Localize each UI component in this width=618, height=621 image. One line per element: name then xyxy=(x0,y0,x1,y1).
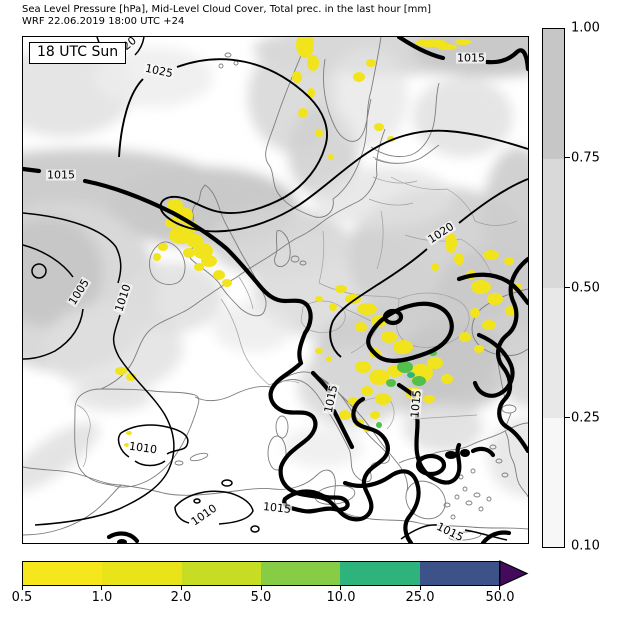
colorbar-tick-label: 25.0 xyxy=(405,590,435,605)
contour-label: 1015 xyxy=(261,500,293,516)
cloud-colorbar-segment xyxy=(543,158,564,288)
colorbar-tick xyxy=(261,586,263,590)
colorbar-tick-label: 50.0 xyxy=(485,590,515,605)
colorbar-tick-label: 0.10 xyxy=(571,538,600,554)
colorbar-tick-label: 2.0 xyxy=(170,590,192,605)
cloud-colorbar-segment xyxy=(543,288,564,418)
europe-map-canvas xyxy=(23,37,528,543)
colorbar-tick xyxy=(181,586,183,590)
isobar-layer xyxy=(23,37,528,543)
colorbar-overflow-arrow xyxy=(499,560,529,587)
colorbar-tick xyxy=(340,586,342,590)
coastline-layer xyxy=(23,37,528,541)
precip-colorbar-segment xyxy=(340,562,420,585)
precip-colorbar-segment xyxy=(419,562,499,585)
colorbar-tick-label: 0.25 xyxy=(571,410,600,426)
colorbar-tick xyxy=(420,586,422,590)
colorbar-tick-label: 0.50 xyxy=(571,280,600,296)
precip-colorbar-segment xyxy=(102,562,182,585)
colorbar-tick xyxy=(499,586,501,590)
colorbar-tick-label: 1.0 xyxy=(91,590,113,605)
model-run-subtitle: WRF 22.06.2019 18:00 UTC +24 xyxy=(22,16,185,27)
cloud-colorbar-segment xyxy=(543,417,564,547)
colorbar-tick-label: 10.0 xyxy=(326,590,356,605)
colorbar-tick-label: 0.75 xyxy=(571,150,600,166)
contour-label: 1015 xyxy=(46,168,76,182)
precip-colorbar-segment xyxy=(181,562,261,585)
colorbar-tick xyxy=(565,417,570,419)
contour-label: 1015 xyxy=(456,51,486,65)
precip-colorbar-segment xyxy=(260,562,341,585)
colorbar-tick-label: 1.00 xyxy=(571,20,600,36)
page-title: Sea Level Pressure [hPa], Mid-Level Clou… xyxy=(22,4,432,15)
colorbar-tick-label: 5.0 xyxy=(250,590,272,605)
colorbar-tick xyxy=(565,157,570,159)
colorbar-tick xyxy=(22,586,24,590)
cloud-colorbar-segment xyxy=(543,29,564,159)
valid-time-label: 18 UTC Sun xyxy=(29,42,127,64)
precip-colorbar xyxy=(22,561,500,586)
colorbar-tick xyxy=(565,287,570,289)
cloud-cover-colorbar xyxy=(542,28,565,548)
cloud-cover-layer xyxy=(23,37,528,497)
precip-colorbar-segment xyxy=(23,562,103,585)
precipitation-layer xyxy=(115,37,522,447)
contour-label: 1015 xyxy=(408,388,424,420)
map-frame: 18 UTC Sun 1020 1025 1015 1015 1005 1010… xyxy=(22,36,529,544)
colorbar-tick xyxy=(101,586,103,590)
colorbar-tick-label: 0.5 xyxy=(11,590,33,605)
